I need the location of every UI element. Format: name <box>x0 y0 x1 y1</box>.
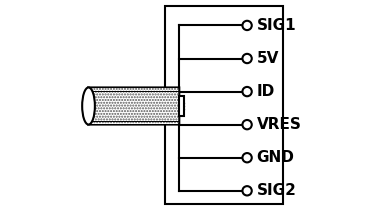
Text: ID: ID <box>257 84 275 99</box>
Circle shape <box>243 21 252 30</box>
Text: 5V: 5V <box>257 51 279 66</box>
Bar <box>166 6 283 204</box>
Circle shape <box>243 87 252 96</box>
Bar <box>179 96 184 116</box>
Circle shape <box>243 153 252 162</box>
Text: GND: GND <box>257 150 294 165</box>
Text: SIG1: SIG1 <box>257 18 296 33</box>
Text: VRES: VRES <box>257 117 302 132</box>
Text: SIG2: SIG2 <box>257 183 297 198</box>
Circle shape <box>243 120 252 129</box>
Circle shape <box>243 186 252 195</box>
Circle shape <box>243 54 252 63</box>
FancyBboxPatch shape <box>88 88 179 125</box>
Bar <box>89 88 178 124</box>
Ellipse shape <box>82 88 95 125</box>
